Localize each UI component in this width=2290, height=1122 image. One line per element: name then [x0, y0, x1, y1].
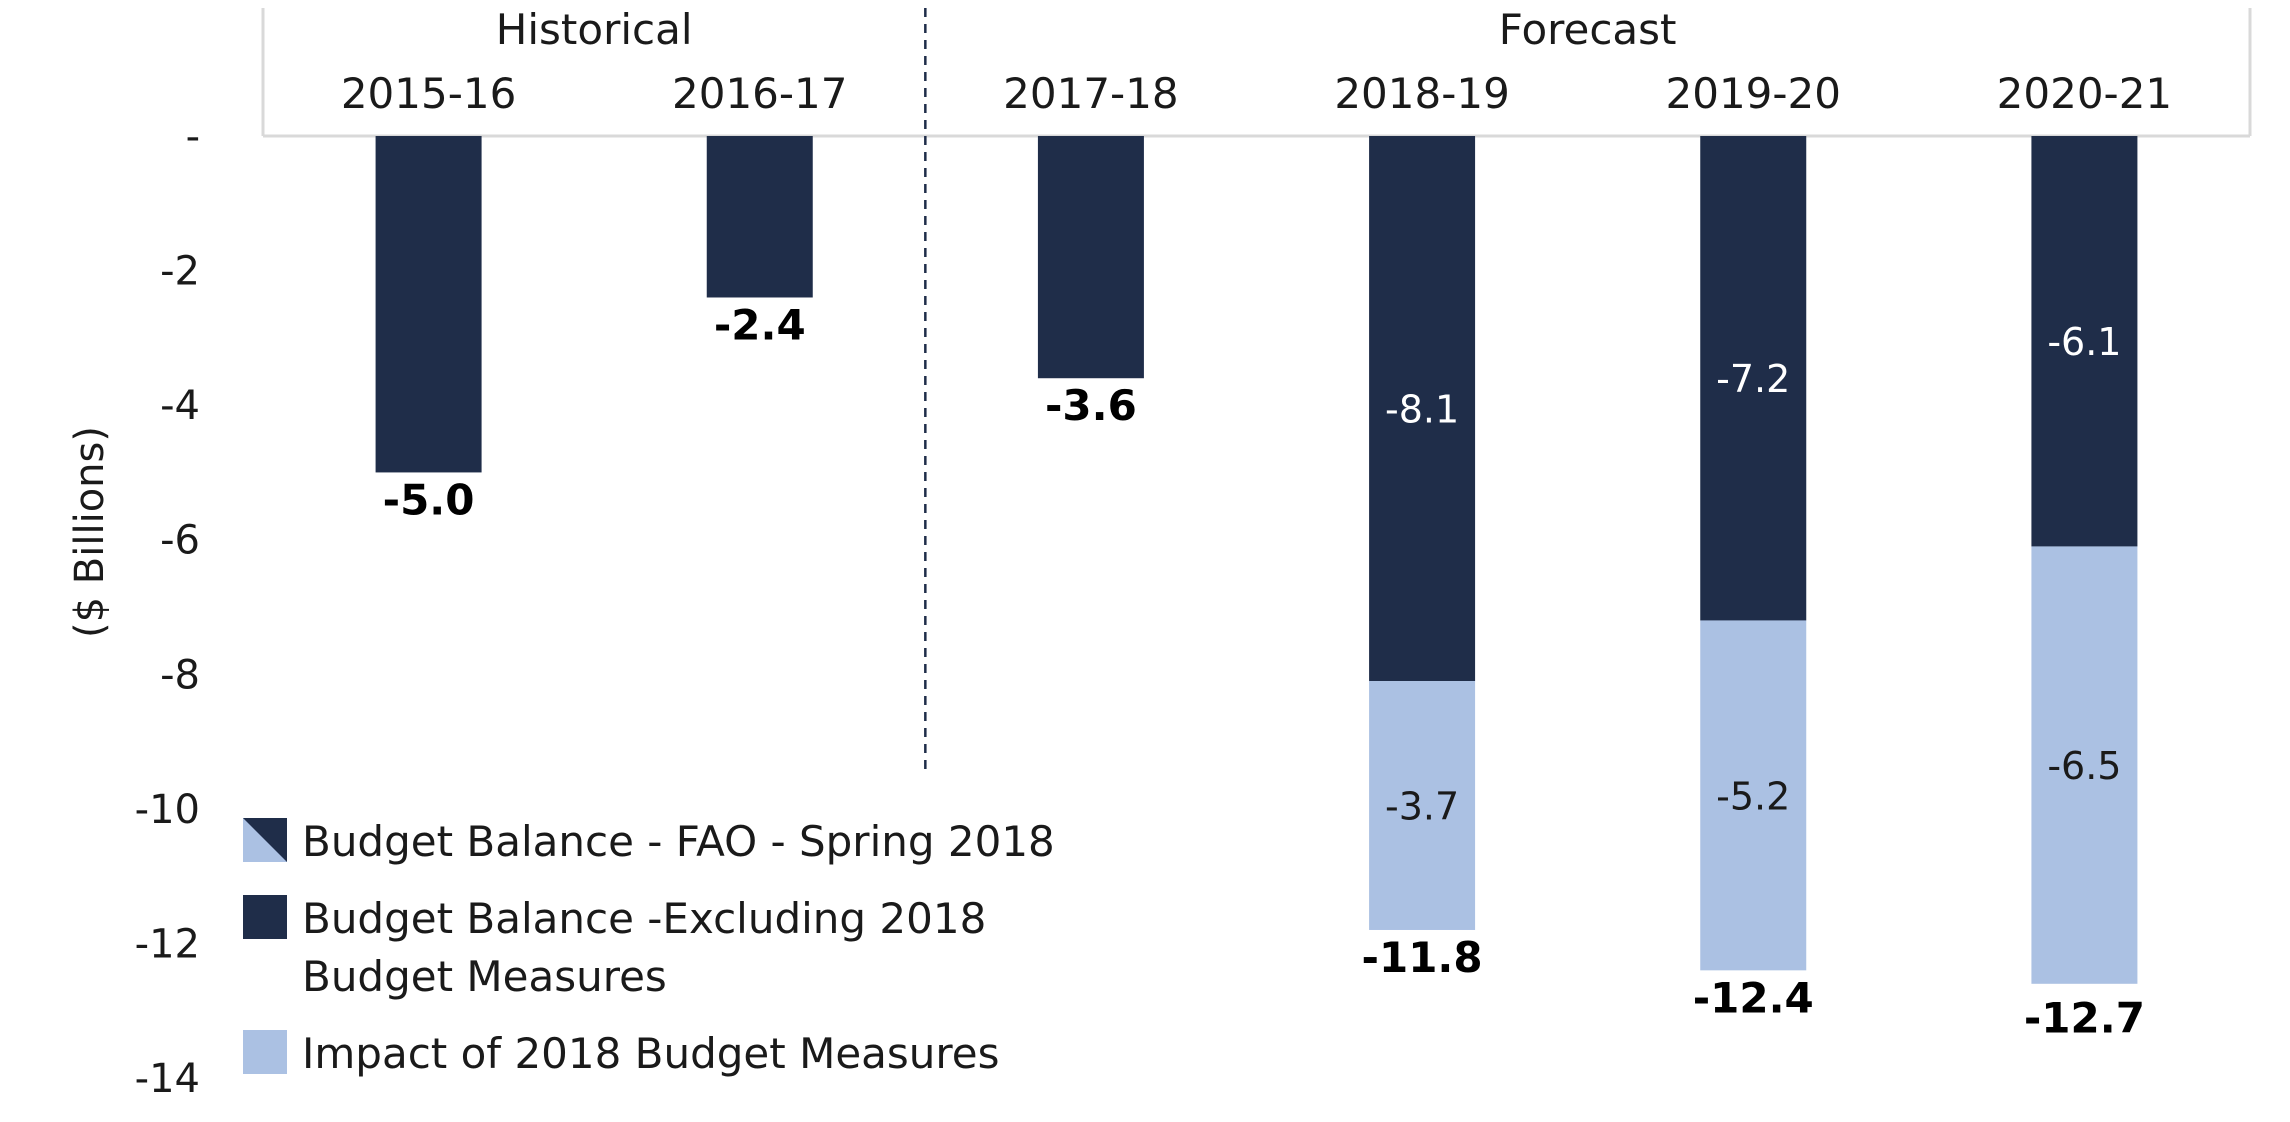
legend-swatch	[243, 1030, 287, 1074]
bar-segment	[706, 136, 813, 298]
group-labels: Historical Forecast	[496, 5, 1677, 54]
y-tick-label: -12	[135, 921, 200, 967]
x-tick-label: 2020-21	[1997, 69, 2173, 118]
total-value-label: -3.6	[1045, 381, 1137, 430]
total-value-label: -5.0	[383, 475, 475, 524]
legend-label: Budget Balance - FAO - Spring 2018	[302, 817, 1055, 866]
x-tick-label: 2015-16	[341, 69, 517, 118]
y-axis-ticks: - -2 -4 -6 -8 -10 -12 -14	[135, 114, 200, 1102]
y-tick-label: -8	[160, 652, 200, 698]
segment-value-label: -7.2	[1716, 357, 1790, 401]
x-tick-label: 2018-19	[1334, 69, 1510, 118]
y-tick-label: -2	[160, 249, 200, 295]
x-tick-label: 2017-18	[1003, 69, 1179, 118]
y-tick-label: -10	[135, 787, 200, 833]
bars	[375, 136, 2138, 984]
segment-labels: -8.1 -3.7 -7.2 -5.2 -6.1 -6.5	[1385, 320, 2121, 828]
legend: Budget Balance - FAO - Spring 2018 Budget…	[243, 817, 1055, 1078]
total-value-label: -12.4	[1693, 973, 1814, 1022]
y-tick-label: -	[186, 114, 200, 160]
segment-value-label: -5.2	[1716, 774, 1790, 818]
total-value-label: -11.8	[1362, 933, 1483, 982]
header-frame	[261, 8, 2252, 770]
group-label: Historical	[496, 5, 693, 54]
total-value-label: -2.4	[714, 300, 806, 349]
x-tick-label: 2019-20	[1666, 69, 1842, 118]
bar-segment	[1369, 681, 1476, 930]
y-axis-label: ($ Billions)	[67, 426, 113, 638]
group-label: Forecast	[1499, 5, 1677, 54]
y-tick-label: -14	[135, 1056, 200, 1102]
bar-segment	[2031, 136, 2138, 547]
segment-value-label: -3.7	[1385, 784, 1459, 828]
segment-value-label: -8.1	[1385, 388, 1459, 432]
y-tick-label: -4	[160, 383, 200, 429]
bar-segment	[1700, 620, 1807, 971]
bar-segment	[1369, 136, 1476, 682]
x-tick-label: 2016-17	[672, 69, 848, 118]
legend-swatch-triangle	[243, 818, 287, 862]
legend-label: Impact of 2018 Budget Measures	[302, 1029, 999, 1078]
legend-label: Budget Balance -Excluding 2018	[302, 894, 986, 943]
segment-value-label: -6.5	[2047, 744, 2121, 788]
bar-segment	[1037, 136, 1144, 379]
legend-swatch	[243, 895, 287, 939]
total-value-label: -12.7	[2024, 994, 2145, 1043]
bar-segment	[2031, 546, 2138, 984]
bar-segment	[1700, 136, 1807, 621]
legend-label: Budget Measures	[302, 952, 667, 1001]
y-tick-label: -6	[160, 518, 200, 564]
total-labels: -5.0 -2.4 -3.6 -11.8 -12.4 -12.7	[383, 300, 2145, 1042]
segment-value-label: -6.1	[2047, 320, 2121, 364]
bar-segment	[375, 136, 482, 473]
x-axis-ticks: 2015-16 2016-17 2017-18 2018-19 2019-20 2020-…	[341, 69, 2172, 118]
